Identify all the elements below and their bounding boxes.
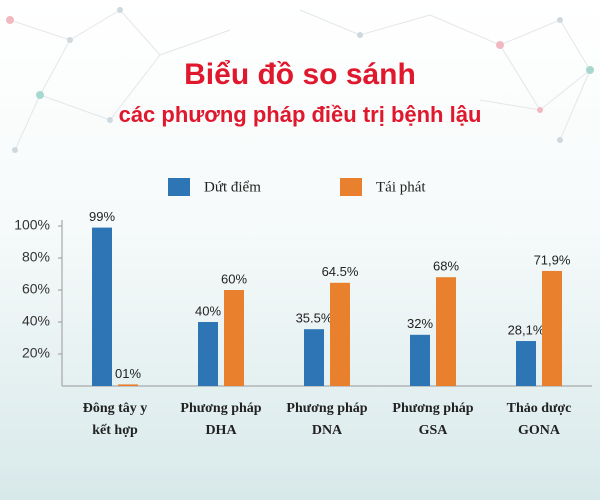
- y-tick-label: 40%: [22, 313, 50, 329]
- bar: [410, 334, 430, 386]
- y-tick-label: 80%: [22, 249, 50, 265]
- network-decoration: [6, 7, 594, 153]
- bar: [92, 227, 112, 386]
- x-tick-label: Phương pháp DNA: [286, 401, 367, 438]
- value-label: 35.5%: [296, 311, 333, 326]
- bar: [516, 341, 536, 386]
- value-label: 68%: [433, 259, 459, 274]
- bar: [330, 282, 350, 386]
- value-label: 40%: [195, 303, 221, 318]
- x-tick-label: Phương pháp GSA: [392, 401, 473, 438]
- bar: [224, 290, 244, 386]
- y-tick-label: 20%: [22, 345, 50, 361]
- chart-subtitle: các phương pháp điều trị bệnh lậu: [119, 102, 482, 127]
- legend-label: Dứt điểm: [204, 179, 261, 195]
- value-label: 28,1%: [508, 322, 545, 337]
- legend-label: Tái phát: [376, 179, 426, 195]
- bar: [304, 329, 324, 386]
- value-label: 99%: [89, 209, 115, 224]
- value-label: 32%: [407, 316, 433, 331]
- x-tick-label: Phương pháp DHA: [180, 401, 261, 438]
- x-tick-label: Đông tây y kết hợp: [83, 401, 148, 438]
- bar: [436, 277, 456, 386]
- value-label: 01%: [115, 366, 141, 381]
- value-label: 60%: [221, 271, 247, 286]
- value-label: 71,9%: [534, 252, 571, 267]
- chart-title: Biểu đồ so sánh: [184, 58, 416, 91]
- y-tick-label: 100%: [14, 217, 50, 233]
- bar: [542, 270, 562, 386]
- legend-swatch: [340, 178, 362, 196]
- legend-swatch: [168, 178, 190, 196]
- x-tick-label: Thảo dược GONA: [507, 401, 572, 438]
- value-label: 64.5%: [322, 264, 359, 279]
- y-tick-label: 60%: [22, 281, 50, 297]
- bar: [198, 322, 218, 386]
- bar: [118, 384, 138, 386]
